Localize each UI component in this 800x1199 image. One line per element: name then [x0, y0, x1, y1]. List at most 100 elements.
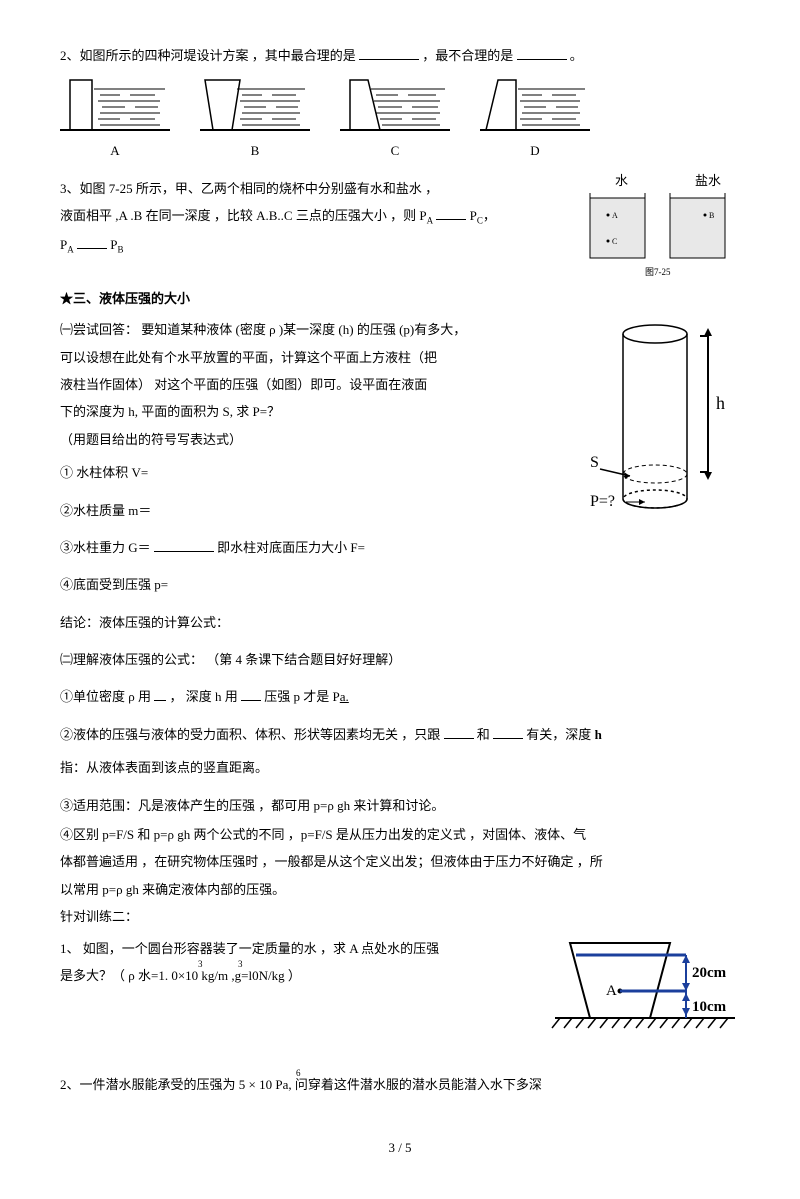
dam-c-svg — [340, 75, 450, 135]
p2-q1b: ，求 A 点处水的压强 — [320, 941, 439, 956]
sec3b-p1e: 压强 p 才是 P — [264, 689, 339, 704]
p2-q2-exp: 6 — [296, 1065, 301, 1081]
sec3b-ta: ㈡理解液体压强的公式： — [60, 652, 203, 667]
fig-caption: 图7-25 — [645, 267, 671, 277]
sec3b-p2b: ，只跟 — [401, 727, 440, 742]
sec3b-p2d: 有关，深度 — [526, 727, 591, 742]
q3-blank1 — [436, 205, 466, 220]
sec3-text: ㈠尝试回答： 要知道某种液体 (密度 ρ )某一深度 (h) 的压强 (p)有多… — [60, 314, 580, 601]
sec3-p1c: (密度 ρ )某一深度 (h) 的压强 (p)有多大， — [236, 322, 467, 337]
sec3b-p4b: ，都可用 p=ρ gh 来计算和讨论。 — [258, 798, 444, 813]
cup-a-label: A — [606, 983, 617, 999]
sec3-i4: ④底面受到压强 p= — [60, 573, 580, 596]
dam-d-svg — [480, 75, 590, 135]
dam-label-c: C — [340, 139, 450, 162]
q3-text-a: 3、如图 7-25 所示，甲、乙两个相同的烧杯中分别盛有水和盐水 — [60, 181, 422, 196]
p2-q1a: 1、 如图，一个圆台形容器装了一定质量的水 — [60, 941, 317, 956]
sec3-p5: （用题目给出的符号写表达式） — [60, 428, 580, 451]
q2-text-d: 。 — [570, 48, 583, 63]
sec3b-p2c: 和 — [477, 727, 490, 742]
svg-text:C: C — [612, 237, 617, 246]
svg-text:B: B — [709, 211, 714, 220]
sec3-p3b: 对这个平面的压强（如图）即可。设平面在液面 — [154, 377, 427, 392]
sec3b-blank1 — [154, 686, 166, 701]
dam-a-svg — [60, 75, 170, 135]
q2-line: 2、如图所示的四种河堤设计方案 ，其中最合理的是 ，最不合理的是 。 — [60, 44, 740, 67]
q3-l2-c: ，比较 — [214, 208, 253, 223]
svg-text:A: A — [612, 211, 618, 220]
sec3-p1b: 要知道某种液体 — [141, 322, 232, 337]
cup-20cm: 20cm — [692, 965, 727, 981]
sec3b-p7: 以常用 p=ρ gh 来确定液体内部的压强。 — [60, 878, 740, 901]
sec3b-p5c: ，对固体、液体、气 — [469, 827, 586, 842]
page-footer: 3 / 5 — [60, 1136, 740, 1159]
sec3b-p5a: ④区别 p=F/S 和 p=ρ gh 两个公式的不同 — [60, 827, 284, 842]
practice2-title: 针对训练二： — [60, 905, 740, 928]
sec3b-p1d: 深度 h 用 — [186, 689, 238, 704]
sec3b-p1a: ①单位密度 — [60, 689, 125, 704]
sec3-title: ★三、液体压强的大小 — [60, 287, 740, 310]
sec3-i3-blank — [154, 537, 214, 552]
sec3b-p6a: 体都普遍适用 — [60, 854, 138, 869]
q2-text-b: ，其中最合理的是 — [252, 48, 356, 63]
q2-text-c: ，最不合理的是 — [422, 48, 513, 63]
sec3b-blank3 — [444, 724, 474, 739]
q2-blank2 — [517, 45, 567, 60]
sec3-p2: 可以设想在此处有个水平放置的平面，计算这个平面上方液柱（把 — [60, 346, 580, 369]
p2-exp1: 3 — [198, 956, 203, 972]
q3-fig: 水 盐水 A C B 图7-25 — [580, 173, 740, 283]
dam-label-d: D — [480, 139, 590, 162]
q3-l2-f: ，则 P — [390, 208, 426, 223]
sec3b-p6d: ，所 — [577, 854, 603, 869]
q3-text-col: 3、如图 7-25 所示，甲、乙两个相同的烧杯中分别盛有水和盐水 ， 液面相平 … — [60, 173, 570, 262]
sec3-i3b: 即水柱对底面压力大小 — [217, 540, 347, 555]
sec3b-p1b: ρ 用 — [128, 689, 151, 704]
q3-l2-a: 液面相平 ,A .B — [60, 208, 142, 223]
sec3b-tb: （第 4 条课下结合题目好好理解） — [206, 652, 401, 667]
q3-blank2 — [77, 234, 107, 249]
q2-text-a: 2、如图所示的四种河堤设计方案 — [60, 48, 249, 63]
sec3b-p2a: ②液体的压强与液体的受力面积、体积、形状等因素均无关 — [60, 727, 398, 742]
q3-row: 3、如图 7-25 所示，甲、乙两个相同的烧杯中分别盛有水和盐水 ， 液面相平 … — [60, 173, 740, 283]
p2-q1-fig: A 20cm 10cm — [550, 933, 740, 1043]
sec3b-blank2 — [241, 686, 261, 701]
q3-l2-g: P — [470, 208, 477, 223]
sec3b-p6b: ，在研究物体压强时 — [141, 854, 258, 869]
sec3b-p6c: ，一般都是从这个定义出发；但液体由于压力不好确定 — [262, 854, 574, 869]
sec3b-p4a: ③适用范围：凡是液体产生的压强 — [60, 798, 255, 813]
sec3b-p1c: ， — [170, 689, 183, 704]
sec3b-p3: 指：从液体表面到该点的竖直距离。 — [60, 756, 740, 779]
q3-l2-b: 在同一深度 — [146, 208, 211, 223]
sec3-row: ㈠尝试回答： 要知道某种液体 (密度 ρ )某一深度 (h) 的压强 (p)有多… — [60, 314, 740, 601]
p2-exp2: 3 — [238, 956, 243, 972]
sec3b-p1f: a. — [340, 689, 349, 704]
cylinder-svg: S h P=? — [590, 314, 740, 534]
beaker-left-label: 水 — [615, 173, 628, 188]
sec3-fig: S h P=? — [590, 314, 740, 534]
p2-q1-text: 1、 如图，一个圆台形容器装了一定质量的水 ，求 A 点处水的压强 是多大？（ … — [60, 933, 540, 992]
p2-q1-l2a: 是多大？（ ρ 水=1. 0×10 kg/m ,g=l0N/kg ） — [60, 968, 301, 983]
sec3-p1a: ㈠尝试回答： — [60, 322, 138, 337]
q3-text-b: ， — [425, 181, 438, 196]
sec3-conclusion: 结论：液体压强的计算公式： — [60, 611, 740, 634]
dam-labels: A B C D — [60, 139, 740, 162]
cyl-p-label: P=? — [590, 493, 615, 510]
sec3-i3a: ③水柱重力 G＝ — [60, 540, 151, 555]
q3-l2-e: 三点的压强大小 — [296, 208, 387, 223]
dam-label-b: B — [200, 139, 310, 162]
cyl-s-label: S — [590, 454, 599, 471]
sec3b-p5b: ，p=F/S 是从压力出发的定义式 — [288, 827, 466, 842]
dam-b-svg — [200, 75, 310, 135]
p2-q2a: 2、一件潜水服能承受的压强为 — [60, 1077, 236, 1092]
sec3b-p2e: h — [595, 727, 602, 742]
dam-label-a: A — [60, 139, 170, 162]
beaker-right-label: 盐水 — [695, 173, 721, 188]
beakers-svg: 水 盐水 A C B 图7-25 — [580, 173, 740, 283]
sec3-p3a: 液柱当作固体） — [60, 377, 151, 392]
dam-diagrams — [60, 75, 740, 135]
q3-l2-h: ， — [483, 208, 496, 223]
q2-blank1 — [359, 45, 419, 60]
cyl-h-label: h — [716, 393, 725, 413]
sec3-i2: ②水柱质量 m＝ — [60, 499, 580, 522]
practice2-q1-row: 1、 如图，一个圆台形容器装了一定质量的水 ，求 A 点处水的压强 是多大？（ … — [60, 933, 740, 1043]
